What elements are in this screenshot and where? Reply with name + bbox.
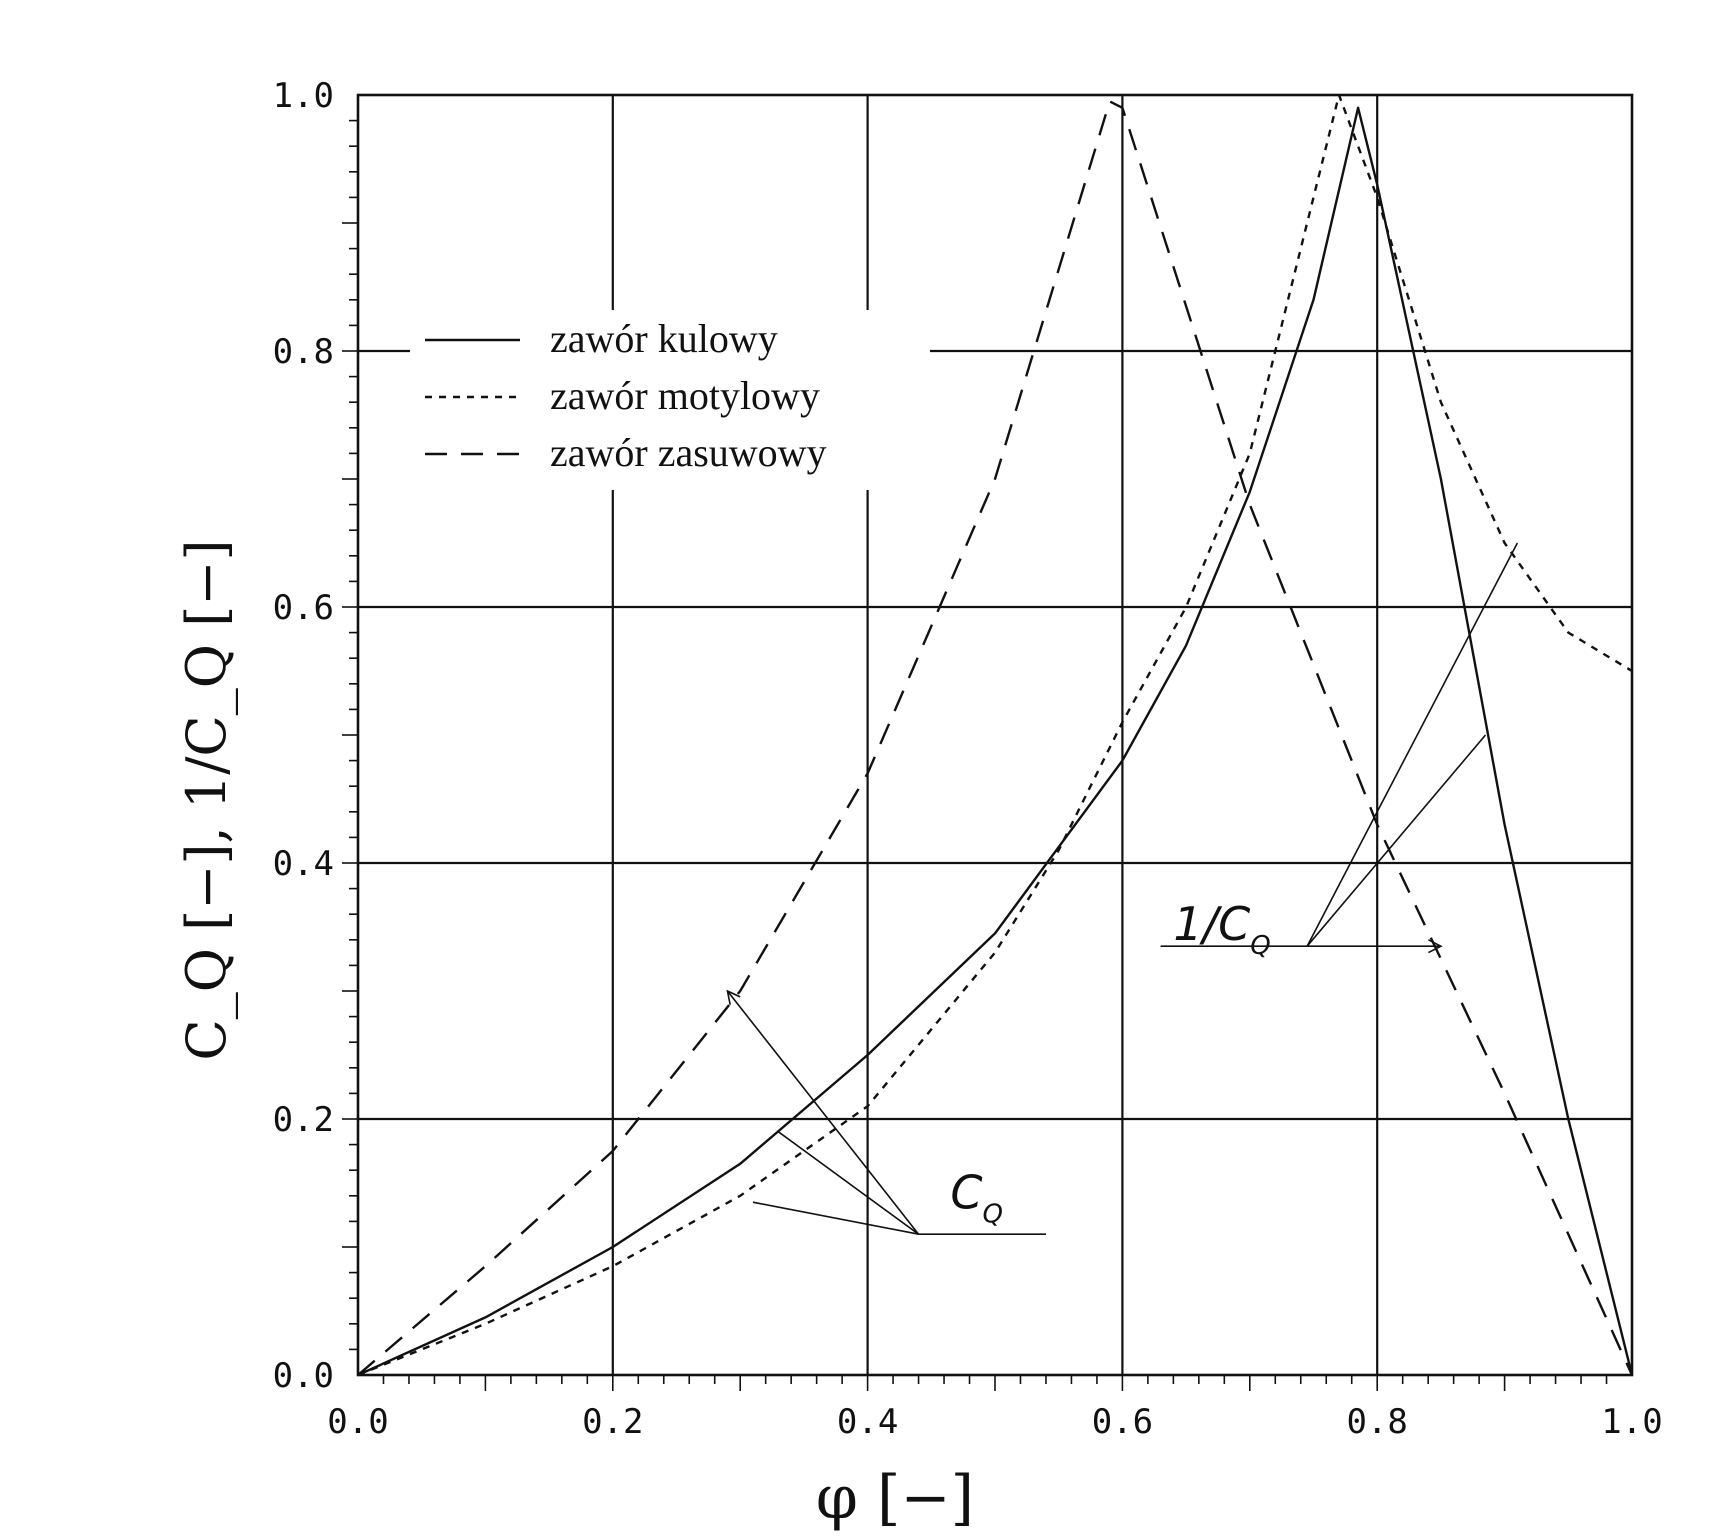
y-tick-label: 0.2 (273, 1100, 334, 1140)
series-lines (357, 93, 1634, 1377)
x-tick-label: 0.2 (582, 1402, 643, 1442)
y-tick-label: 0.6 (273, 588, 334, 628)
annotation-leader (1306, 542, 1519, 947)
annotation-leader (752, 1201, 919, 1235)
annotation-leader (726, 990, 920, 1235)
legend: zawór kulowy zawór motylowy zawór zasuwo… (410, 310, 930, 490)
y-tick-label: 0.8 (273, 332, 334, 372)
series-line-2 (357, 100, 1634, 1376)
annotation-leaders (726, 542, 1519, 1235)
x-tick-label: 0.0 (327, 1402, 388, 1442)
plot-frame (356, 93, 1634, 1377)
x-tick-label: 0.4 (837, 1402, 898, 1442)
legend-label-motylowy: zawór motylowy (550, 373, 820, 418)
annotation-arrowhead (1428, 939, 1443, 954)
legend-label-kulowy: zawór kulowy (550, 316, 778, 361)
annotation-leader (1306, 734, 1487, 947)
x-tick-label: 1.0 (1601, 1402, 1662, 1442)
y-tick-label: 0.0 (273, 1356, 334, 1396)
y-tick-label: 1.0 (273, 76, 334, 116)
annotation-leader (777, 1131, 920, 1235)
series-line-0 (357, 106, 1634, 1377)
x-axis-title: φ [−] (816, 1463, 974, 1533)
annotation-inverse-cq: 1/CQ (1173, 897, 1270, 961)
x-tick-label: 0.8 (1346, 1402, 1407, 1442)
grid-lines (358, 95, 1632, 1375)
series-line-1 (357, 93, 1633, 1377)
annotations: CQ 1/CQ (950, 897, 1270, 1230)
minor-ticks (342, 119, 1608, 1391)
y-axis-title: C_Q [−], 1/C_Q [−] (175, 539, 238, 1060)
legend-label-zasuwowy: zawór zasuwowy (550, 430, 827, 475)
y-tick-label: 0.4 (273, 844, 334, 884)
annotation-cq: CQ (950, 1166, 1003, 1230)
x-tick-label: 0.6 (1092, 1402, 1153, 1442)
y-tick-labels: 0.0 0.2 0.4 0.6 0.8 1.0 (273, 76, 334, 1396)
x-tick-labels: 0.0 0.2 0.4 0.6 0.8 1.0 (327, 1402, 1662, 1442)
annotation-arrowhead (726, 989, 741, 1005)
